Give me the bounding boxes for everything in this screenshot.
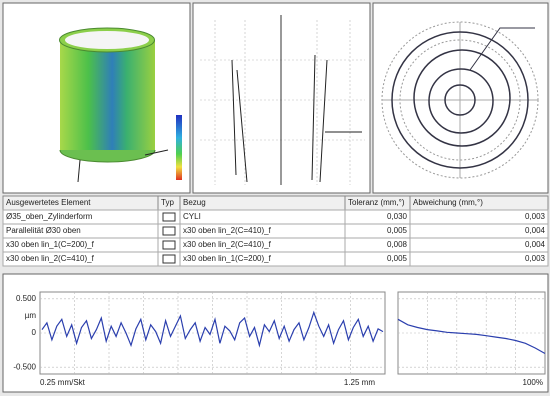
y-tick-label: -0.500 <box>13 362 36 371</box>
header-text: Typ <box>161 198 174 207</box>
x-start-label: 0.25 mm/Skt <box>40 378 86 387</box>
reference: x30 oben lin_1(C=200)_f <box>183 254 272 263</box>
deviation: 0,003 <box>525 212 546 221</box>
type-icon <box>163 255 175 263</box>
deviation: 0,004 <box>525 226 546 235</box>
x-end-label: 1.25 mm <box>344 378 375 387</box>
deviation: 0,003 <box>525 254 546 263</box>
header-text: Abweichung (mm,°) <box>413 198 483 207</box>
tolerance: 0,005 <box>387 254 408 263</box>
deviation: 0,004 <box>525 240 546 249</box>
type-icon <box>163 227 175 235</box>
y-tick-label: 0.500 <box>16 294 37 303</box>
element-name: Parallelität Ø30 oben <box>6 226 81 235</box>
reference: x30 oben lin_2(C=410)_f <box>183 240 272 249</box>
bearing-chart: 100% <box>398 292 545 387</box>
page: {"table": { "headers": ["Ausgewertetes E… <box>0 0 550 396</box>
y-tick-label: 0 <box>32 328 37 337</box>
screen: Ausgewertetes Element Typ Bezug Toleranz (m… <box>0 0 550 396</box>
header-text: Ausgewertetes Element <box>6 198 91 207</box>
result-table: Ausgewertetes Element Typ Bezug Toleranz (m… <box>3 196 548 266</box>
x-end-label: 100% <box>523 378 543 387</box>
header-text: Bezug <box>183 198 206 207</box>
tolerance: 0,005 <box>387 226 408 235</box>
element-name: x30 oben lin_2(C=410)_f <box>6 254 95 263</box>
y-unit: µm <box>25 311 37 320</box>
tolerance: 0,008 <box>387 240 408 249</box>
type-icon <box>163 241 175 249</box>
profile-chart: 0.500 0 -0.500 µm 0.25 mm/Skt 1.25 mm <box>13 292 385 387</box>
element-name: x30 oben lin_1(C=200)_f <box>6 240 95 249</box>
header-text: Toleranz (mm,°) <box>348 198 405 207</box>
reference: x30 oben lin_2(C=410)_f <box>183 226 272 235</box>
type-icon <box>163 213 175 221</box>
reference: CYLI <box>183 212 201 221</box>
element-name: Ø35_oben_Zylinderform <box>6 212 93 221</box>
tolerance: 0,030 <box>387 212 408 221</box>
